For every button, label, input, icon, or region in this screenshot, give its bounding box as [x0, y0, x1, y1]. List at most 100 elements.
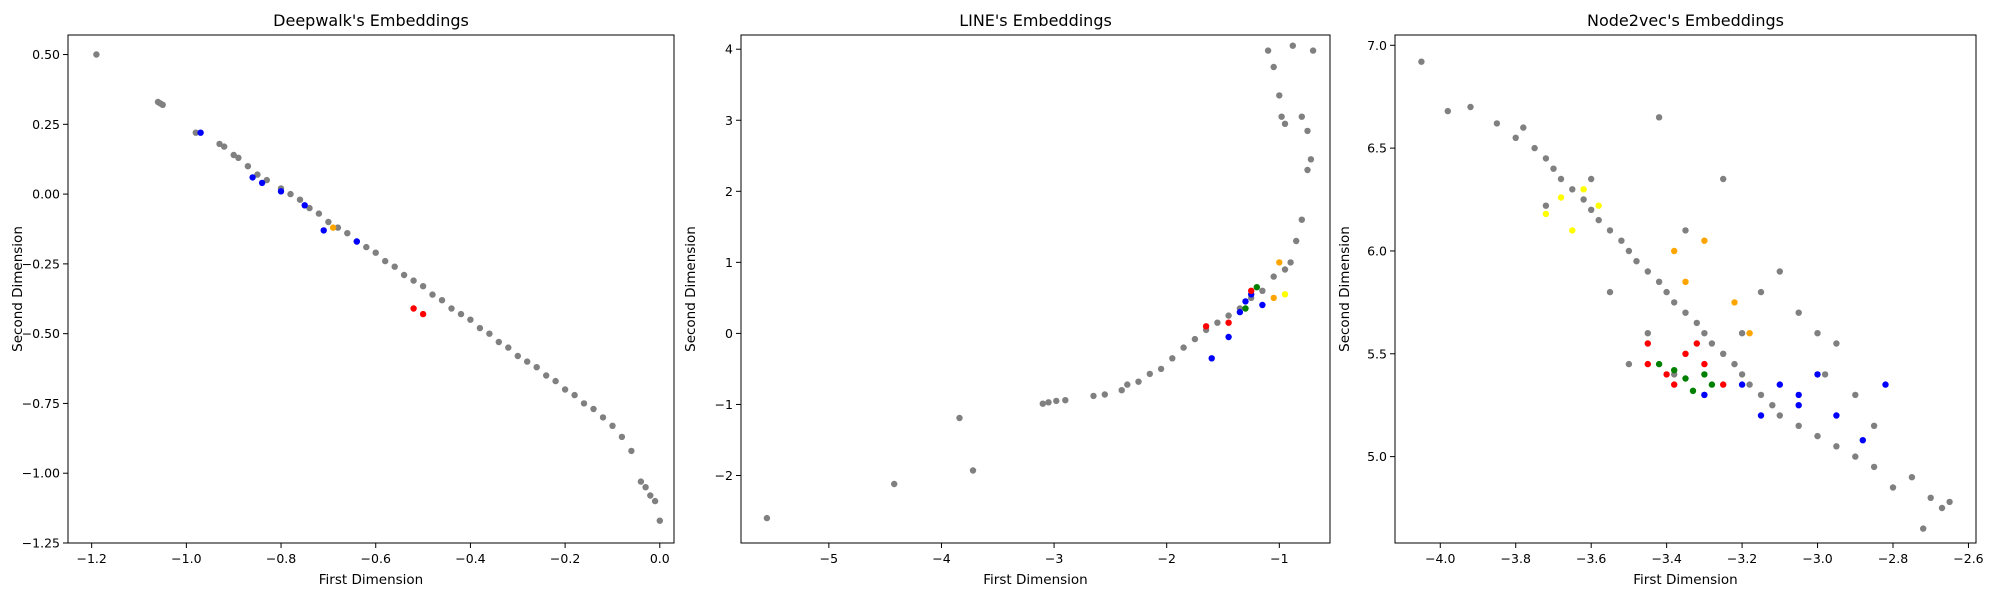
data-point [1682, 375, 1689, 382]
data-point [1191, 335, 1199, 343]
data-point [1520, 124, 1527, 131]
data-point [1039, 400, 1047, 407]
y-tick-label: 0 [725, 326, 733, 341]
data-point [1795, 391, 1802, 399]
data-point [1248, 287, 1255, 294]
data-point [192, 129, 199, 136]
data-point [1580, 186, 1587, 193]
data-point [1542, 155, 1550, 162]
x-tick-label: −3 [1045, 551, 1063, 566]
data-point [1467, 103, 1474, 111]
y-tick-label: 7.0 [1367, 38, 1387, 53]
data-point [1062, 397, 1069, 404]
data-point [1693, 340, 1701, 347]
plot-frame [67, 34, 675, 544]
x-tick-label: −5 [820, 551, 838, 566]
data-point [1738, 381, 1746, 388]
x-tick-label: −3.6 [1576, 551, 1606, 566]
data-point [1264, 47, 1272, 54]
data-point [216, 140, 223, 148]
data-point [410, 305, 417, 312]
data-point [249, 174, 256, 181]
data-point [628, 447, 635, 455]
data-point [1293, 237, 1300, 245]
data-point [1889, 484, 1897, 491]
data-point [1135, 378, 1142, 385]
data-point [543, 372, 550, 379]
x-tick-label: −4.0 [1425, 551, 1455, 566]
data-point [1287, 259, 1294, 266]
x-tick-label: −3.8 [1501, 551, 1531, 566]
x-tick-label: −3.2 [1727, 551, 1757, 566]
y-tick-label: −1 [715, 397, 733, 412]
y-tick-label: −2 [715, 468, 733, 483]
data-point [1157, 365, 1165, 373]
x-tick-label: −0.6 [361, 551, 391, 566]
data-point [1236, 308, 1244, 316]
data-point [1146, 370, 1154, 378]
y-tick-label: 6.5 [1367, 141, 1387, 156]
data-point [1569, 227, 1576, 234]
data-point [1418, 58, 1425, 65]
x-tick-label: −0.2 [550, 551, 580, 566]
data-point [1738, 371, 1746, 378]
data-point [1655, 360, 1663, 368]
x-axis-label: First Dimension [319, 572, 423, 588]
data-point [1118, 387, 1125, 394]
data-point [1701, 360, 1708, 368]
y-tick-label: −1.00 [22, 466, 60, 481]
x-tick-label: 0.0 [650, 551, 670, 566]
x-tick-label: −2.8 [1878, 551, 1908, 566]
data-point [315, 210, 323, 217]
data-point [1720, 350, 1727, 357]
data-point [1655, 278, 1663, 285]
x-tick-label: −1.2 [76, 551, 106, 566]
data-point [1859, 437, 1867, 444]
data-point [1512, 134, 1519, 141]
data-point [1493, 120, 1501, 127]
data-point [1795, 422, 1802, 429]
data-point [467, 316, 474, 323]
data-point [1833, 412, 1840, 419]
data-point [1618, 237, 1625, 244]
data-point [1225, 333, 1232, 341]
data-point [1276, 259, 1283, 266]
data-point [599, 414, 607, 421]
data-point [1671, 247, 1678, 255]
data-point [457, 310, 465, 318]
y-tick-label: 4 [725, 42, 733, 57]
data-point [1701, 237, 1708, 244]
data-point [571, 391, 578, 399]
data-point [1557, 175, 1565, 183]
data-point [438, 297, 446, 304]
data-point [1833, 340, 1840, 347]
data-point [372, 249, 379, 256]
y-tick-label: 1 [725, 255, 733, 270]
data-point [1045, 399, 1052, 406]
data-point [1927, 494, 1934, 501]
chart-panel-2: LINE's Embeddings −5 −4 −3 −2 −1 4 3 2 1 0 −1 −2 Firs… [683, 11, 1331, 588]
data-point [263, 176, 270, 184]
data-point [1795, 309, 1802, 316]
data-point [1946, 498, 1953, 506]
y-tick-label: −0.25 [22, 256, 60, 271]
data-point [1731, 360, 1738, 368]
data-point [296, 196, 304, 203]
data-point [956, 414, 963, 422]
data-point [1550, 165, 1557, 172]
chart-title: Node2vec's Embeddings [1587, 11, 1784, 30]
data-point [524, 358, 531, 365]
data-point [1298, 113, 1306, 120]
y-tick-label: −0.75 [22, 396, 60, 411]
data-point [93, 51, 100, 58]
data-point [1580, 196, 1587, 203]
data-point [609, 422, 616, 429]
data-point [1708, 340, 1716, 347]
data-point [476, 324, 484, 332]
x-tick-label: −4 [932, 551, 950, 566]
data-point [637, 478, 645, 485]
data-point [1776, 381, 1784, 388]
data-point [1757, 288, 1765, 296]
data-point [329, 224, 337, 231]
data-point [1595, 202, 1602, 209]
